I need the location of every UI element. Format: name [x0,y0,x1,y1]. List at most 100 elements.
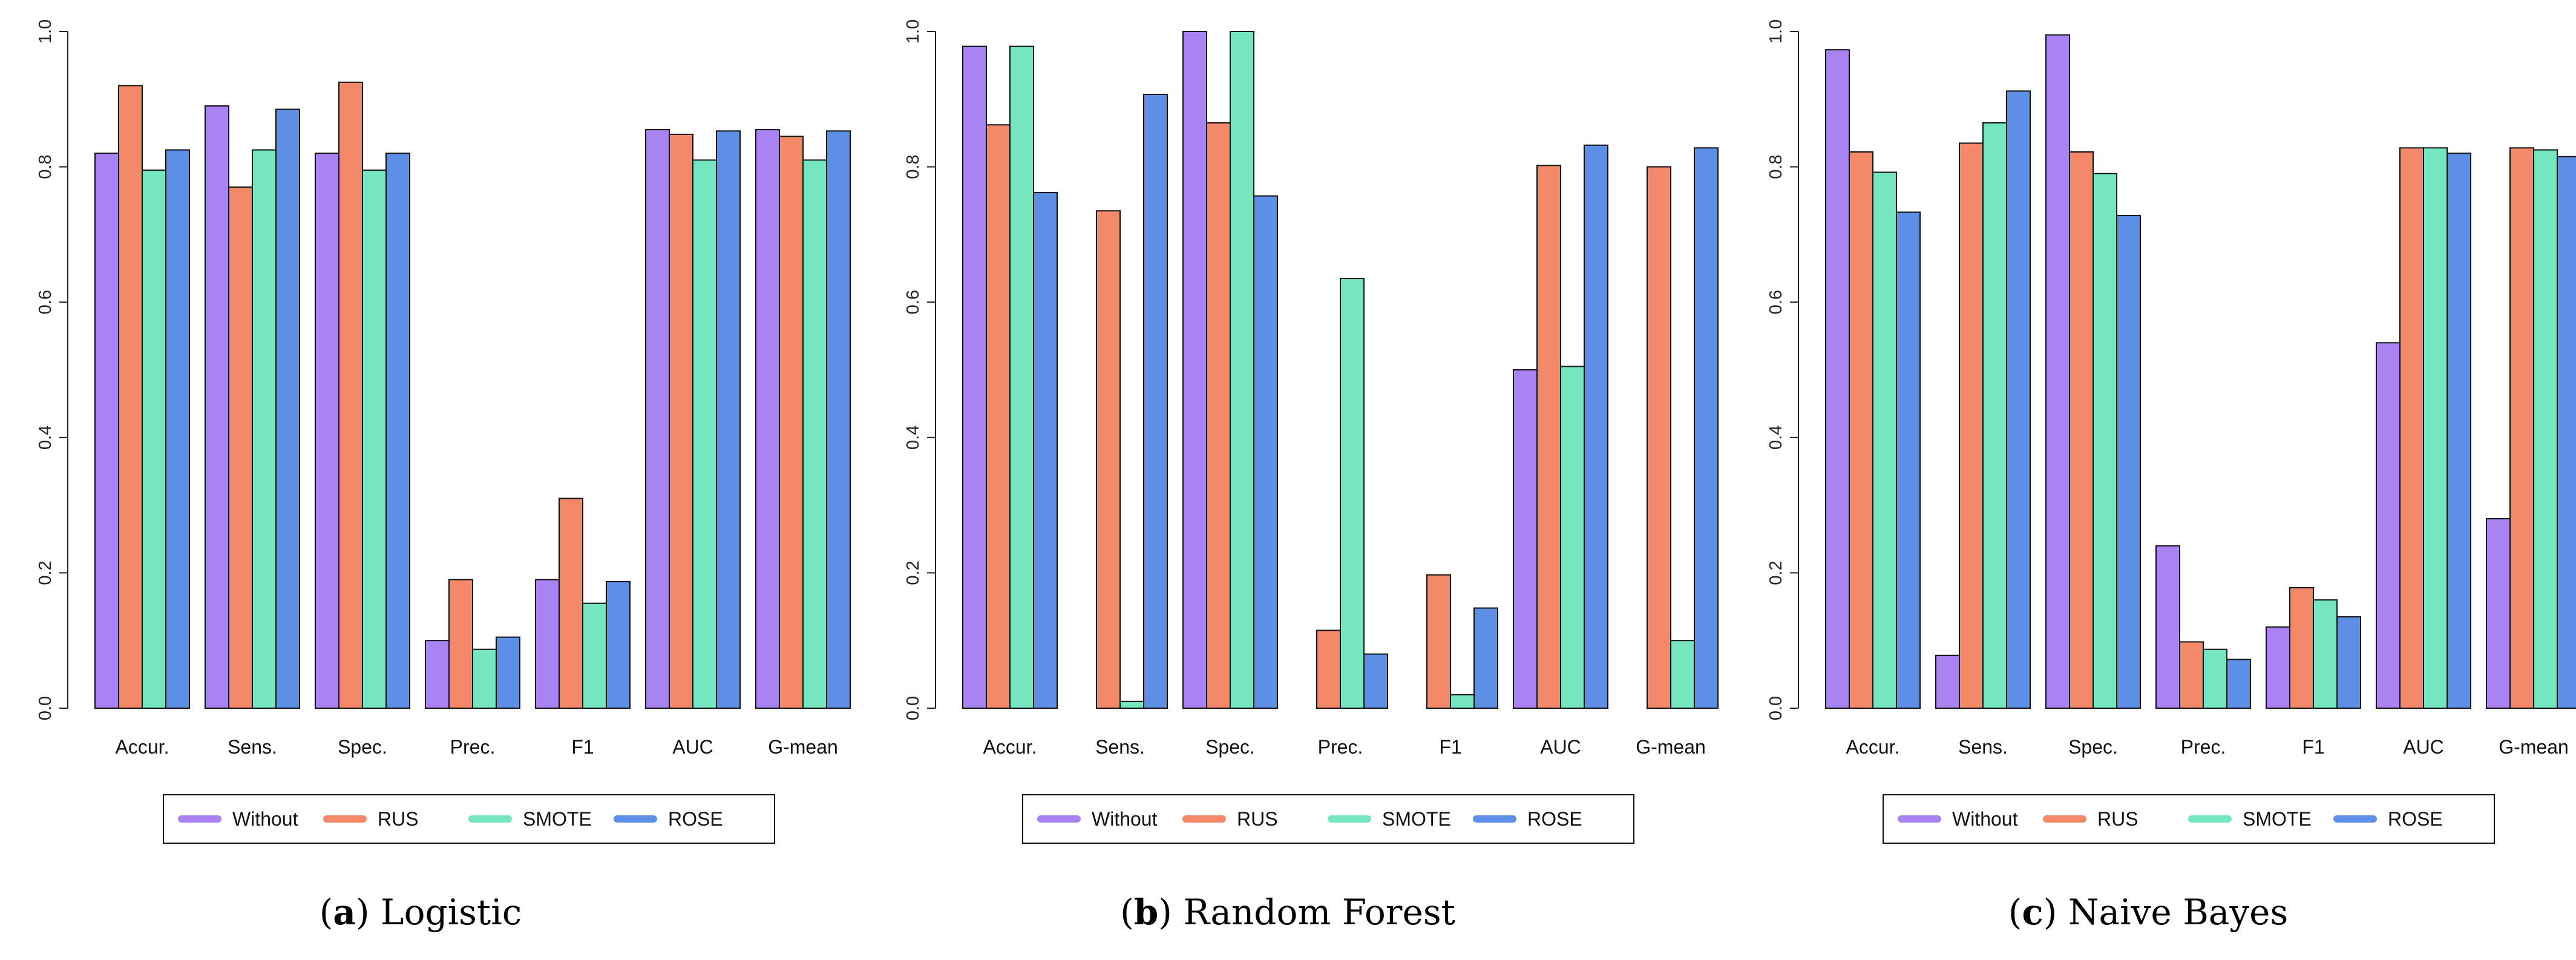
caption-paren-open: ( [1120,892,1134,933]
bar-smote-f1 [582,602,607,709]
x-category-label: Accur. [1846,736,1900,758]
bar-smote-auc [692,159,717,709]
x-category-label: Sens. [1958,736,2008,758]
caption-panel-label: c [2022,892,2043,933]
panel-caption: (c) Naive Bayes [2008,892,2289,933]
bar-without-prec [2155,545,2180,709]
bar-rose-accur [1033,192,1058,709]
y-tick-label: 0.6 [1766,290,1786,314]
bar-without-f1 [535,579,560,709]
caption-paren-open: ( [320,892,333,933]
bar-smote-auc [1560,366,1585,709]
y-tick-label: 0.4 [1766,426,1786,450]
bar-rus-f1 [2289,587,2314,709]
legend-label-rus: RUS [378,808,419,830]
x-category-label: F1 [2302,736,2324,758]
x-category-label: Prec. [2181,736,2226,758]
bar-without-sens [1935,654,1960,709]
legend-label-without: Without [1952,808,2018,830]
bar-rose-f1 [1473,607,1498,709]
x-category-label: Spec. [2068,736,2118,758]
bar-rose-sens [275,108,300,709]
bar-smote-accur [1872,171,1897,709]
y-tick-label: 0.6 [903,290,923,314]
y-tick-label: 0.8 [1766,154,1786,179]
panel-caption: (b) Random Forest [1120,892,1455,933]
legend: Without RUS SMOTE ROSE [1883,794,2495,844]
bar-rose-auc [2447,153,2471,709]
bar-without-spec [315,153,339,709]
bar-smote-sens [1982,122,2007,709]
x-category-label: Accur. [116,736,169,758]
bar-rose-gmean [1694,147,1719,709]
x-category-label: AUC [1540,736,1581,758]
caption-title: Naive Bayes [2068,892,2288,933]
bar-rose-gmean [826,130,851,709]
y-tick-label: 0.0 [36,696,55,720]
bar-without-auc [1513,369,1538,709]
bar-rose-accur [1896,211,1921,709]
legend-label-rose: ROSE [1527,808,1582,830]
bar-rus-auc [669,133,693,709]
bar-smote-auc [2423,147,2448,709]
legend-label-smote: SMOTE [1382,808,1451,830]
y-tick-label: 0.0 [1766,696,1786,720]
bar-rus-f1 [559,498,583,709]
legend-label-without: Without [232,808,298,830]
caption-paren-close: ) [1158,892,1183,933]
bar-rus-accur [1849,151,1873,709]
bar-smote-sens [1119,700,1144,709]
y-tick-label: 1.0 [36,19,55,44]
bar-smote-f1 [1450,694,1475,709]
bar-without-sens [205,105,229,709]
bar-rose-auc [1584,144,1608,709]
bar-rose-f1 [606,580,631,709]
bar-without-accur [962,45,987,709]
x-category-label: Accur. [983,736,1037,758]
bar-without-gmean [2486,518,2511,709]
y-tick-label: 0.8 [903,154,923,179]
y-tick-label: 0.2 [36,561,55,585]
bar-rus-gmean [1647,166,1671,709]
bar-rose-sens [1143,93,1168,709]
bar-rus-gmean [2509,147,2534,709]
bar-smote-gmean [802,159,827,709]
bar-rose-accur [165,149,190,709]
bar-smote-f1 [2313,599,2338,709]
bar-rose-spec [2116,215,2141,709]
bar-rus-spec [2069,151,2094,709]
bar-smote-gmean [2533,149,2558,709]
bar-smote-sens [252,149,277,709]
bar-without-accur [1825,49,1850,709]
bar-without-auc [645,129,670,709]
caption-paren-close: ) [356,892,381,933]
y-tick-label: 0.0 [903,696,923,720]
bar-smote-spec [362,169,387,709]
x-category-label: Prec. [1318,736,1363,758]
bar-rus-spec [1206,122,1231,709]
legend-label-rus: RUS [1237,808,1278,830]
bar-without-spec [1182,31,1207,709]
x-category-label: G-mean [1636,736,1706,758]
caption-paren-open: ( [2008,892,2022,933]
x-category-label: Sens. [228,736,277,758]
x-category-label: F1 [571,736,594,758]
bar-without-f1 [2266,626,2290,709]
y-tick-label: 0.4 [36,426,55,450]
bar-rus-prec [1316,630,1341,709]
legend: Without RUS SMOTE ROSE [163,794,775,844]
bar-smote-spec [2093,173,2117,709]
bar-smote-prec [472,648,497,709]
x-category-label: Spec. [338,736,387,758]
legend-label-smote: SMOTE [2243,808,2312,830]
legend-label-without: Without [1092,808,1158,830]
x-category-label: Spec. [1205,736,1255,758]
y-tick-label: 0.8 [36,154,55,179]
x-category-label: Sens. [1095,736,1145,758]
legend: Without RUS SMOTE ROSE [1022,794,1634,844]
x-category-label: Prec. [450,736,496,758]
bar-rose-prec [2226,659,2251,709]
bar-rose-auc [716,130,741,709]
legend-label-smote: SMOTE [523,808,592,830]
bar-rose-sens [2006,90,2031,709]
